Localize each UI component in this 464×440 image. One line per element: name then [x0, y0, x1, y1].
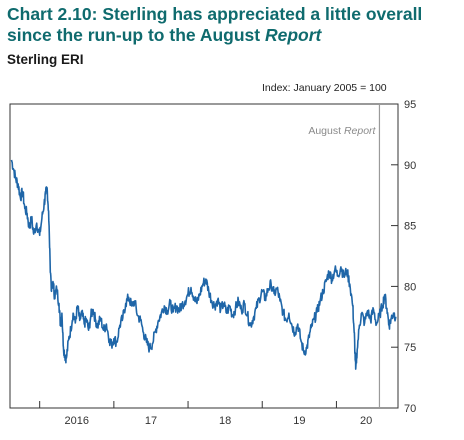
x-tick-label: 18: [219, 415, 231, 427]
y-axis-unit-label: Index: January 2005 = 100: [262, 82, 387, 94]
chart-title: Chart 2.10: Sterling has appreciated a l…: [7, 4, 459, 46]
chart-number: Chart 2.10:: [7, 4, 98, 24]
chart-title-text: Sterling has appreciated a little overal…: [7, 4, 423, 45]
y-tick-label: 85: [404, 221, 416, 233]
plot-frame: [9, 103, 399, 409]
chart-title-italic: Report: [264, 25, 322, 45]
y-tick-label: 95: [404, 99, 416, 111]
annotation-group: August Report: [308, 105, 381, 407]
chart-subtitle: Sterling ERI: [7, 52, 84, 67]
y-tick-label: 75: [404, 342, 416, 354]
august-report-label-italic: Report: [344, 125, 377, 137]
y-tick-label: 80: [404, 281, 416, 293]
sterling-eri-series-line: [10, 159, 397, 370]
x-tick-label: 17: [145, 415, 157, 427]
x-tick-label: 19: [293, 415, 305, 427]
august-report-label-plain: August: [308, 125, 344, 137]
x-tick-label: 2016: [65, 415, 89, 427]
chart-axes: [9, 103, 399, 409]
tick-labels: 95 90 85 80 75 70 2016 17 18 19 20: [65, 99, 417, 427]
y-tick-label: 90: [404, 160, 416, 172]
y-tick-label: 70: [404, 403, 416, 415]
x-tick-label: 20: [360, 415, 372, 427]
series-group: [10, 159, 397, 370]
august-report-label: August Report: [308, 125, 376, 137]
